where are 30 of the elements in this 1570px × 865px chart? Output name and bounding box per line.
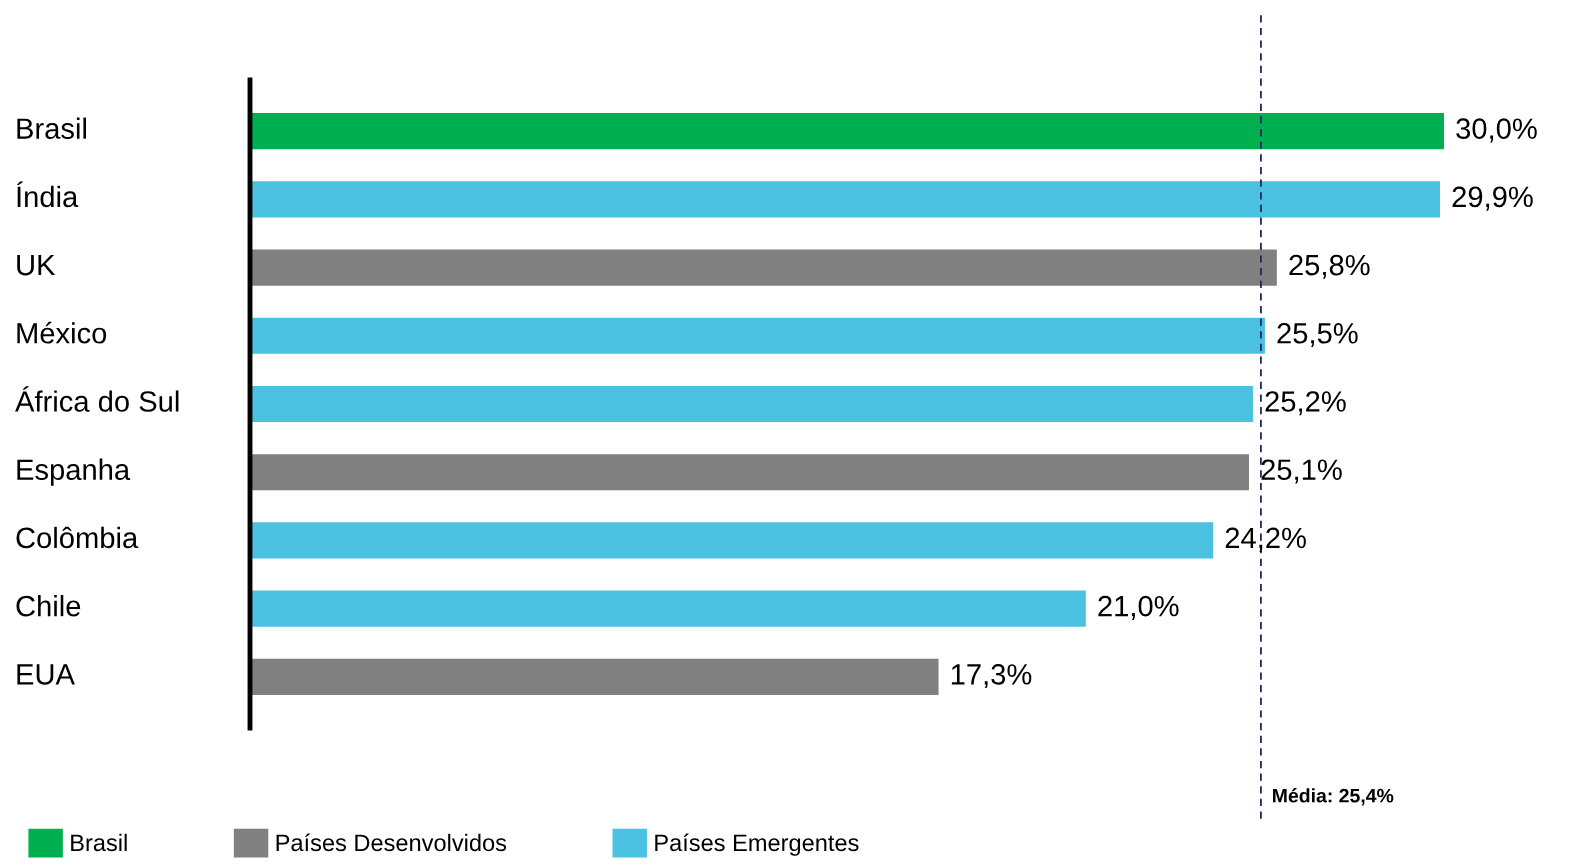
y-tick-label: Espanha xyxy=(17,458,131,486)
data-label: 25,2% xyxy=(1265,391,1346,416)
bar xyxy=(250,181,1441,218)
data-label: 21,0% xyxy=(1098,595,1179,620)
y-tick-label: Chile xyxy=(16,595,81,617)
bar xyxy=(250,249,1277,286)
legend-label: Países Emergentes xyxy=(655,833,859,856)
bar xyxy=(250,522,1214,559)
y-tick-label: Índia xyxy=(17,181,79,208)
data-label: 17,3% xyxy=(951,664,1032,689)
data-label: 29,9% xyxy=(1452,186,1533,211)
y-tick-label: Brasil xyxy=(17,117,86,139)
data-label: 25,8% xyxy=(1289,254,1370,279)
bar xyxy=(250,454,1249,491)
data-label: 25,1% xyxy=(1261,459,1342,484)
y-tick-label: Colômbia xyxy=(16,526,139,549)
bar xyxy=(250,658,939,695)
ref-line-label: Média: 25,4% xyxy=(1273,788,1394,806)
y-tick-label: África do Sul xyxy=(15,386,179,412)
data-label: 24,2% xyxy=(1225,527,1306,552)
bar xyxy=(250,317,1265,354)
y-tick-label: UK xyxy=(17,255,56,276)
data-label: 25,5% xyxy=(1277,322,1358,348)
bar xyxy=(250,113,1444,150)
y-tick-label: EUA xyxy=(17,664,75,685)
y-tick-label: México xyxy=(17,321,107,344)
bar xyxy=(250,590,1086,627)
bar xyxy=(250,385,1253,423)
data-label: 30,0% xyxy=(1456,118,1537,143)
legend-label: Países Desenvolvidos xyxy=(276,833,507,852)
